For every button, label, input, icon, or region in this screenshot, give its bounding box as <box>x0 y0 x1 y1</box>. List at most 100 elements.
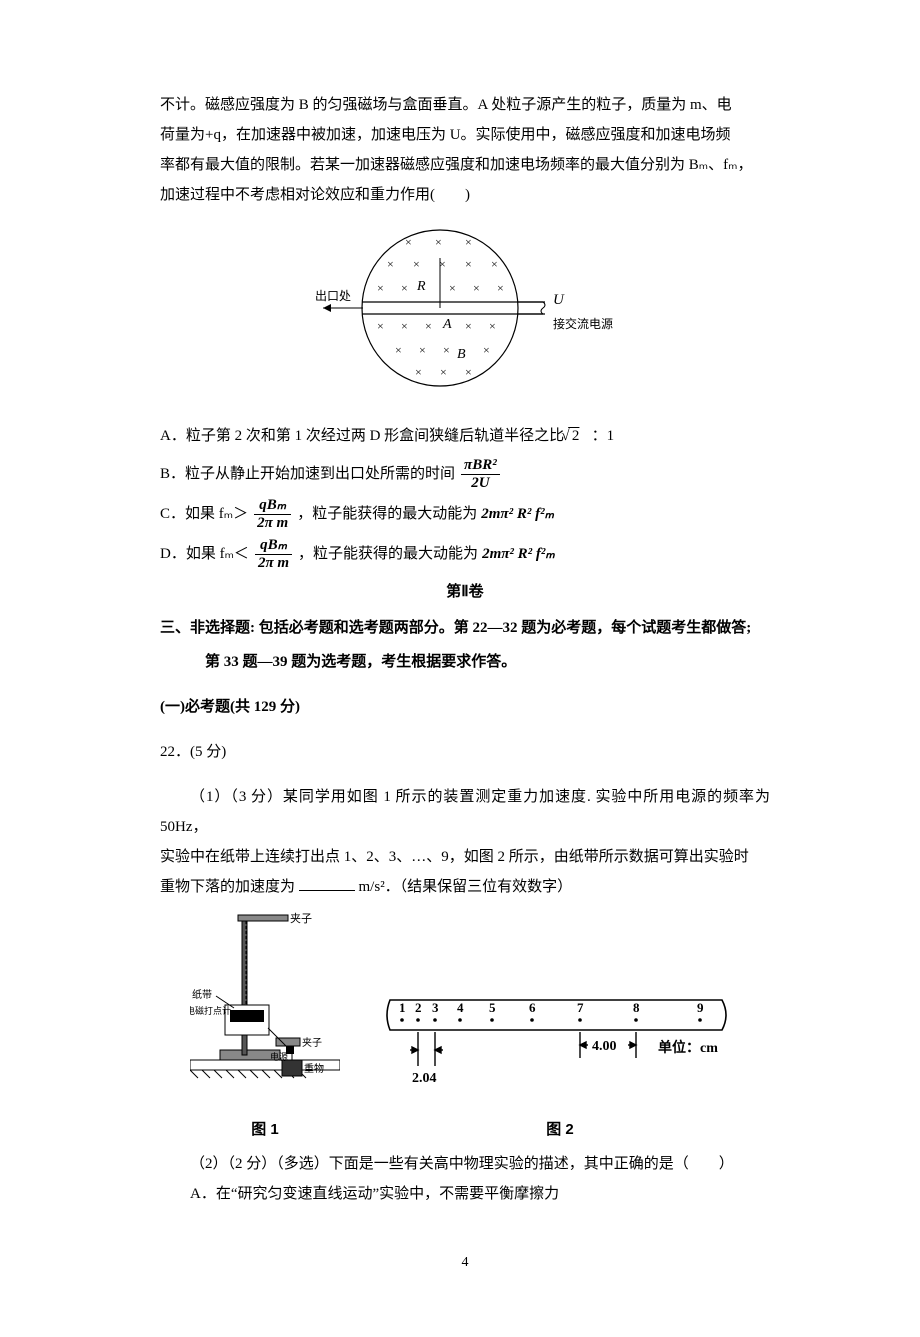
b-label: B <box>457 347 466 362</box>
q22-p1-l3: 重物下落的加速度为 m/s²．（结果保留三位有效数字） <box>160 872 770 902</box>
svg-text:×: × <box>465 365 472 379</box>
intro-line-1: 不计。磁感应强度为 B 的匀强磁场与盒面垂直。A 处粒子源产生的粒子，质量为 m… <box>160 90 770 120</box>
option-b-den: 2U <box>461 475 500 492</box>
svg-text:×: × <box>401 281 408 295</box>
tape-tick-label: 1 <box>399 1000 406 1015</box>
svg-text:×: × <box>435 235 442 249</box>
tape-tick-label: 5 <box>489 1000 496 1015</box>
exit-label: 出口处 <box>315 289 351 303</box>
svg-text:×: × <box>415 365 422 379</box>
svg-text:×: × <box>465 257 472 271</box>
option-d-den: 2π m <box>255 555 292 572</box>
tape-dot <box>400 1018 404 1022</box>
figure-row: 夹子 纸带 电磁打点计 夹子 重物 电源 图 1 123456 <box>160 910 770 1145</box>
figure-2: 123456789 2.04 4.00 单位：cm 图 2 <box>380 980 740 1145</box>
fig1-clip: 夹子 <box>290 912 312 925</box>
tape-dot <box>634 1018 638 1022</box>
tape-dot <box>578 1018 582 1022</box>
svg-text:×: × <box>465 319 472 333</box>
fig1-clip2: 夹子 <box>302 1036 322 1049</box>
cyclotron-diagram: ××× ××××× ××××× ××××× ×××× ××× R 出口处 A B… <box>160 218 770 409</box>
svg-text:×: × <box>377 319 384 333</box>
option-a-sqrt: 2√ <box>568 421 587 451</box>
q22-p2-optA: A．在“研究匀变速直线运动”实验中，不需要平衡摩擦力 <box>160 1179 770 1209</box>
section3-line1: 三、非选择题: 包括必考题和选考题两部分。第 22—32 题为必考题，每个试题考… <box>160 613 770 643</box>
part2-title: 第Ⅱ卷 <box>160 577 770 607</box>
tape-tick-label: 9 <box>697 1000 704 1015</box>
ac-label: 接交流电源 <box>553 316 613 331</box>
tape-dot <box>490 1018 494 1022</box>
option-a: A．粒子第 2 次和第 1 次经过两 D 形盒间狭缝后轨道半径之比 2√ ：1 <box>160 421 770 451</box>
tape-dot <box>433 1018 437 1022</box>
tape-tick-label: 4 <box>457 1000 464 1015</box>
figure-1: 夹子 纸带 电磁打点计 夹子 重物 电源 图 1 <box>190 910 340 1145</box>
fig1-label: 图 1 <box>190 1115 340 1145</box>
tape-tick-label: 2 <box>415 1000 422 1015</box>
svg-text:×: × <box>395 343 402 357</box>
tape-tick-label: 7 <box>577 1000 584 1015</box>
svg-text:×: × <box>489 319 496 333</box>
svg-text:×: × <box>419 343 426 357</box>
option-d-pre: D．如果 fₘ＜ <box>160 539 249 569</box>
svg-text:×: × <box>465 235 472 249</box>
option-c: C．如果 fₘ＞ qBₘ 2π m ，粒子能获得的最大动能为 2mπ² R² f… <box>160 497 770 531</box>
svg-text:×: × <box>425 319 432 333</box>
section3-line2: 第 33 题—39 题为选考题，考生根据要求作答。 <box>160 647 770 677</box>
tape-dot <box>698 1018 702 1022</box>
figure-1-svg: 夹子 纸带 电磁打点计 夹子 重物 电源 <box>190 910 340 1100</box>
option-b-frac: πBR² 2U <box>461 457 500 491</box>
option-a-text: A．粒子第 2 次和第 1 次经过两 D 形盒间狭缝后轨道半径之比 <box>160 421 564 451</box>
option-d-frac: qBₘ 2π m <box>255 537 292 571</box>
svg-text:×: × <box>405 235 412 249</box>
option-b-num: πBR² <box>461 457 500 475</box>
option-d: D．如果 fₘ＜ qBₘ 2π m ，粒子能获得的最大动能为 2mπ² R² f… <box>160 537 770 571</box>
tape-tick-label: 6 <box>529 1000 536 1015</box>
svg-text:×: × <box>483 343 490 357</box>
option-c-mid: ，粒子能获得的最大动能为 <box>297 499 477 529</box>
option-d-mid: ，粒子能获得的最大动能为 <box>298 539 478 569</box>
option-c-den: 2π m <box>254 515 291 532</box>
option-b-text: B．粒子从静止开始加速到出口处所需的时间 <box>160 459 455 489</box>
q22-p1-l3-post: m/s²．（结果保留三位有效数字） <box>359 879 573 895</box>
q22-p1-l1: （1）（3 分）某同学用如图 1 所示的装置测定重力加速度. 实验中所用电源的频… <box>160 782 770 842</box>
unit-label: 单位：cm <box>658 1039 718 1056</box>
fig1-plug: 电源 <box>270 1051 288 1062</box>
fig2-label: 图 2 <box>380 1115 740 1145</box>
svg-text:×: × <box>440 365 447 379</box>
q22-p2: （2）（2 分）（多选）下面是一些有关高中物理实验的描述，其中正确的是（ ） <box>160 1149 770 1179</box>
intro-line-2: 荷量为+q，在加速器中被加速，加速电压为 U。实际使用中，磁感应强度和加速电场频 <box>160 120 770 150</box>
option-c-num: qBₘ <box>254 497 291 515</box>
svg-text:×: × <box>401 319 408 333</box>
svg-text:×: × <box>491 257 498 271</box>
mandatory-heading: (一)必考题(共 129 分) <box>160 692 770 722</box>
intro-line-4: 加速过程中不考虑相对论效应和重力作用( ) <box>160 180 770 210</box>
option-d-num: qBₘ <box>255 537 292 555</box>
a-label: A <box>442 317 452 332</box>
r-label: R <box>416 279 426 294</box>
q22-p1-l2: 实验中在纸带上连续打出点 1、2、3、…、9，如图 2 所示，由纸带所示数据可算… <box>160 842 770 872</box>
option-a-post: ：1 <box>592 421 615 451</box>
tape-dot <box>416 1018 420 1022</box>
fig1-weight: 重物 <box>304 1062 324 1075</box>
svg-text:×: × <box>473 281 480 295</box>
svg-text:×: × <box>413 257 420 271</box>
q22-header: 22．(5 分) <box>160 737 770 767</box>
option-c-expr: 2mπ² R² f²ₘ <box>481 499 554 529</box>
page-number: 4 <box>160 1249 770 1277</box>
svg-text:×: × <box>377 281 384 295</box>
dim-4-00: 4.00 <box>592 1039 617 1054</box>
option-c-pre: C．如果 fₘ＞ <box>160 499 248 529</box>
figure-2-svg: 123456789 2.04 4.00 单位：cm <box>380 980 740 1100</box>
tape-tick-label: 8 <box>633 1000 640 1015</box>
cyclotron-svg: ××× ××××× ××××× ××××× ×××× ××× R 出口处 A B… <box>305 218 625 398</box>
fig1-timer: 电磁打点计 <box>190 1005 231 1016</box>
answer-blank[interactable] <box>299 875 355 891</box>
fig1-tape: 纸带 <box>192 988 212 1001</box>
svg-text:×: × <box>443 343 450 357</box>
svg-text:×: × <box>449 281 456 295</box>
option-b: B．粒子从静止开始加速到出口处所需的时间 πBR² 2U <box>160 457 770 491</box>
dim-2-04: 2.04 <box>412 1071 437 1086</box>
svg-text:×: × <box>497 281 504 295</box>
q22-p1-l3-pre: 重物下落的加速度为 <box>160 879 295 895</box>
intro-line-3: 率都有最大值的限制。若某一加速器磁感应强度和加速电场频率的最大值分别为 Bₘ、f… <box>160 150 770 180</box>
